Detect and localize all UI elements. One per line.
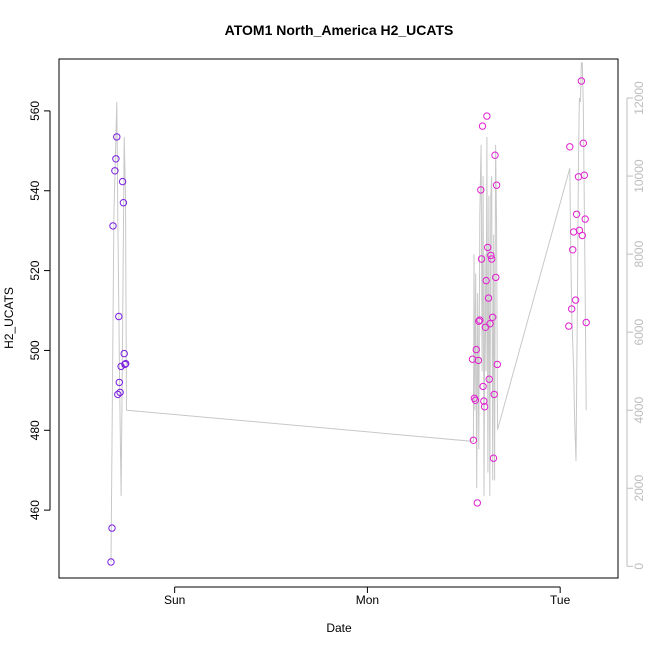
- x-axis-label: Date: [326, 621, 352, 635]
- chart-title: ATOM1 North_America H2_UCATS: [225, 22, 454, 38]
- data-point: [119, 199, 128, 207]
- x-tick-label: Tue: [550, 593, 571, 607]
- y2-tick-label: 0: [632, 563, 646, 570]
- data-point: [115, 378, 124, 387]
- y-tick-label: 520: [28, 260, 42, 280]
- data-point: [113, 133, 121, 141]
- data-point: [569, 246, 577, 254]
- data-point: [112, 155, 120, 163]
- y-axis-label: H2_UCATS: [2, 287, 16, 349]
- y2-tick-label: 2000: [632, 475, 646, 502]
- y-tick-label: 560: [28, 101, 42, 121]
- data-point: [111, 167, 119, 175]
- data-point: [122, 359, 130, 368]
- data-point: [571, 296, 580, 304]
- data-point: [492, 273, 500, 282]
- data-point: [492, 181, 501, 189]
- data-point: [580, 171, 588, 179]
- data-point: [482, 276, 490, 285]
- data-point: [481, 323, 490, 331]
- data-point: [578, 231, 586, 240]
- data-point: [490, 390, 498, 399]
- data-point: [120, 349, 128, 358]
- data-point: [108, 524, 116, 532]
- data-point: [115, 312, 123, 321]
- y-tick-label: 540: [28, 180, 42, 200]
- data-point: [487, 251, 495, 260]
- data-point: [484, 243, 492, 252]
- data-point: [107, 558, 115, 566]
- data-point: [114, 390, 122, 399]
- data-point: [486, 320, 494, 328]
- data-point: [493, 360, 501, 369]
- data-point: [485, 375, 493, 383]
- data-point: [566, 143, 574, 151]
- data-point: [489, 313, 497, 321]
- data-point: [565, 322, 573, 330]
- data-point: [477, 255, 486, 263]
- data-point: [579, 139, 587, 147]
- secondary-series-line: [110, 62, 587, 563]
- data-point: [489, 454, 498, 462]
- data-point: [488, 255, 496, 263]
- data-point: [476, 316, 484, 324]
- y-tick-label: 480: [28, 420, 42, 440]
- data-point: [572, 210, 581, 219]
- data-point: [477, 186, 485, 194]
- data-point: [469, 436, 478, 444]
- data-point: [577, 77, 586, 85]
- data-point: [472, 345, 480, 354]
- data-point: [480, 397, 488, 405]
- data-point: [483, 112, 491, 120]
- data-point: [581, 215, 589, 223]
- data-point: [116, 388, 124, 397]
- y-tick-label: 460: [28, 500, 42, 520]
- x-tick-label: Mon: [356, 593, 379, 607]
- y2-tick-label: 12000: [632, 81, 646, 115]
- data-point: [480, 403, 489, 411]
- data-point: [473, 499, 481, 507]
- data-point: [118, 177, 127, 186]
- data-point: [121, 360, 129, 369]
- data-point: [582, 318, 590, 327]
- y2-tick-label: 10000: [632, 159, 646, 193]
- data-point: [475, 317, 483, 325]
- y2-tick-label: 4000: [632, 397, 646, 424]
- y2-tick-label: 8000: [632, 240, 646, 267]
- data-point: [478, 122, 487, 130]
- data-point: [479, 382, 487, 391]
- data-point: [568, 305, 576, 313]
- data-point: [109, 222, 117, 230]
- y-tick-label: 500: [28, 340, 42, 360]
- x-tick-label: Sun: [164, 593, 185, 607]
- y2-tick-label: 6000: [632, 319, 646, 346]
- data-point: [491, 151, 499, 159]
- data-point: [484, 294, 493, 302]
- plot-frame: [58, 58, 619, 579]
- data-point: [471, 396, 480, 404]
- data-point: [474, 356, 482, 365]
